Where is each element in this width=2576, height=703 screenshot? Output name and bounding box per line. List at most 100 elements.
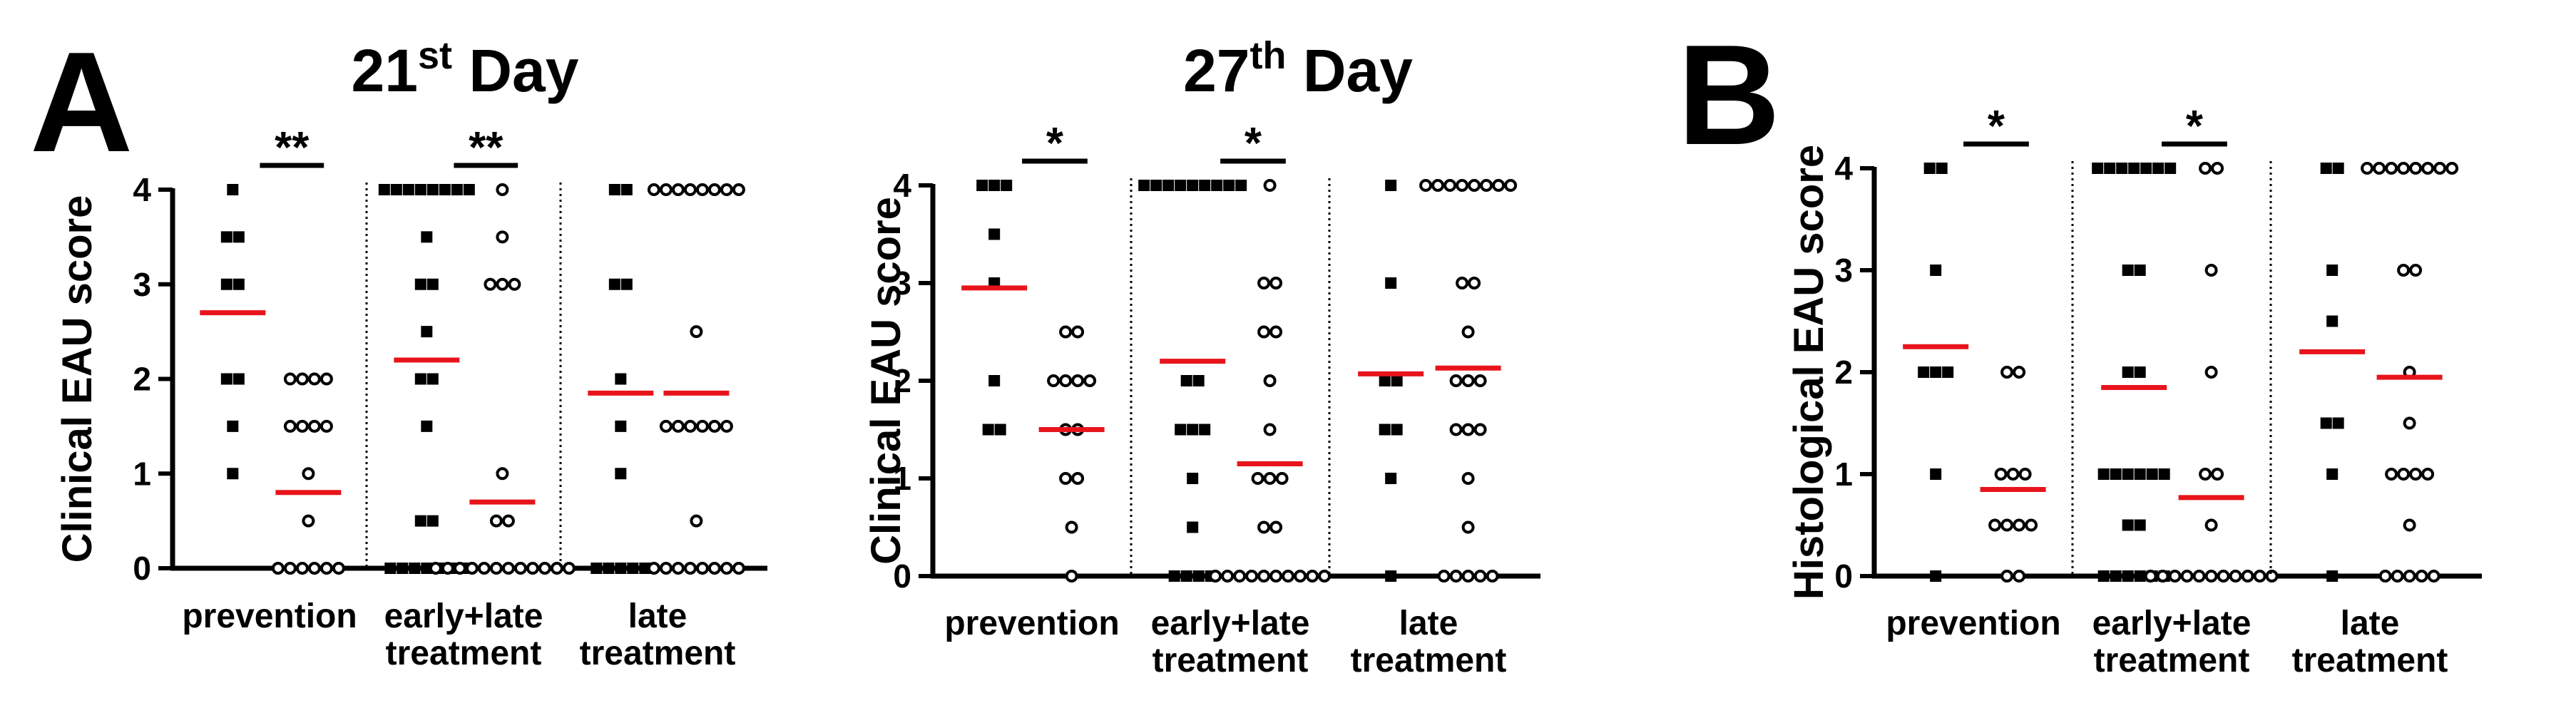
data-point-circle bbox=[1449, 570, 1463, 583]
group-label: early+late bbox=[1151, 605, 1310, 642]
data-point-circle bbox=[1282, 570, 1295, 583]
data-point-circle bbox=[1306, 570, 1319, 583]
data-point-circle bbox=[1071, 374, 1085, 387]
data-point-square bbox=[409, 563, 421, 574]
y-tick-label: 3 bbox=[133, 266, 151, 303]
data-point-square bbox=[1379, 424, 1391, 436]
data-point-square bbox=[2116, 163, 2128, 174]
data-point-square bbox=[2140, 163, 2152, 174]
data-point-circle bbox=[1431, 179, 1445, 192]
data-point-square bbox=[2134, 265, 2146, 276]
y-tick-label: 4 bbox=[1834, 150, 1853, 187]
data-point-square bbox=[220, 373, 232, 385]
data-point-circle bbox=[1473, 374, 1487, 387]
data-point-circle bbox=[2211, 468, 2224, 481]
data-point-circle bbox=[320, 562, 333, 575]
data-point-circle bbox=[2409, 264, 2423, 277]
y-tick-label: 2 bbox=[133, 361, 151, 398]
data-point-square bbox=[421, 420, 433, 432]
data-point-circle bbox=[2253, 570, 2266, 583]
data-point-circle bbox=[1486, 570, 1499, 583]
data-point-circle bbox=[2385, 468, 2398, 481]
data-point-circle bbox=[1456, 277, 1469, 289]
data-point-circle bbox=[2415, 570, 2428, 583]
data-point-circle bbox=[1269, 277, 1283, 289]
data-point-circle bbox=[1251, 472, 1264, 485]
y-tick-label: 1 bbox=[893, 460, 911, 497]
data-point-circle bbox=[429, 562, 442, 575]
data-point-square bbox=[2326, 570, 2339, 582]
data-point-circle bbox=[732, 562, 745, 575]
data-point-circle bbox=[1419, 179, 1433, 192]
data-point-square bbox=[426, 515, 439, 527]
data-point-circle bbox=[1257, 570, 1271, 583]
data-point-square bbox=[1385, 277, 1397, 289]
group-label: treatment bbox=[2292, 642, 2448, 679]
data-point-square bbox=[1192, 375, 1205, 386]
data-point-circle bbox=[720, 183, 733, 196]
data-point-square bbox=[426, 278, 439, 290]
data-point-square bbox=[1385, 180, 1397, 191]
data-point-circle bbox=[695, 183, 709, 196]
significance-label: * bbox=[1046, 119, 1064, 168]
data-point-square bbox=[1923, 163, 1936, 174]
data-point-circle bbox=[707, 562, 721, 575]
data-point-square bbox=[220, 278, 232, 290]
y-axis-label: Clinical EAU score bbox=[54, 195, 101, 563]
data-point-circle bbox=[283, 372, 297, 386]
data-point-circle bbox=[2445, 162, 2459, 175]
data-point-square bbox=[1175, 424, 1187, 436]
data-point-square bbox=[1942, 366, 1954, 378]
group-label: early+late bbox=[2092, 605, 2252, 642]
data-point-circle bbox=[683, 183, 697, 196]
data-point-circle bbox=[2156, 570, 2169, 583]
data-point-circle bbox=[2421, 162, 2435, 175]
data-point-square bbox=[2122, 570, 2134, 582]
data-point-square bbox=[1391, 375, 1403, 386]
data-point-circle bbox=[2403, 416, 2416, 430]
data-point-circle bbox=[2397, 264, 2411, 277]
data-point-circle bbox=[1263, 423, 1277, 436]
data-point-circle bbox=[683, 419, 697, 433]
data-point-square bbox=[227, 420, 239, 432]
data-point-square bbox=[1235, 180, 1247, 191]
data-point-circle bbox=[1437, 570, 1451, 583]
data-point-square bbox=[2146, 468, 2158, 480]
y-tick-label: 2 bbox=[1834, 354, 1853, 391]
data-point-square bbox=[1199, 180, 1211, 191]
data-point-square bbox=[414, 184, 426, 195]
data-point-circle bbox=[2409, 468, 2423, 481]
panel-letter-b: B bbox=[1677, 16, 1780, 175]
data-point-circle bbox=[2378, 570, 2392, 583]
data-point-circle bbox=[659, 562, 673, 575]
y-axis-label: Histological EAU score bbox=[1786, 145, 1832, 600]
data-point-square bbox=[232, 278, 245, 290]
data-point-circle bbox=[690, 325, 703, 339]
data-point-circle bbox=[2192, 570, 2206, 583]
y-tick-label: 4 bbox=[133, 171, 151, 208]
data-point-circle bbox=[320, 419, 333, 433]
data-point-circle bbox=[707, 419, 721, 433]
significance-label: * bbox=[1988, 102, 2005, 151]
data-point-circle bbox=[496, 277, 509, 291]
data-point-square bbox=[1187, 180, 1199, 191]
data-point-circle bbox=[690, 514, 703, 528]
data-point-circle bbox=[2403, 570, 2416, 583]
data-point-square bbox=[2164, 163, 2177, 174]
data-point-circle bbox=[2433, 162, 2447, 175]
data-point-circle bbox=[1269, 520, 1283, 534]
data-point-circle bbox=[2199, 162, 2212, 175]
data-point-circle bbox=[659, 419, 673, 433]
data-point-square bbox=[1192, 570, 1205, 582]
data-point-square bbox=[1930, 366, 1942, 378]
data-point-square bbox=[994, 424, 1006, 436]
data-point-square bbox=[232, 231, 245, 243]
data-point-circle bbox=[659, 183, 673, 196]
y-axis-label: Clinical EAU score bbox=[863, 197, 909, 565]
data-point-circle bbox=[1209, 570, 1222, 583]
data-point-square bbox=[615, 563, 627, 574]
data-point-circle bbox=[1473, 570, 1487, 583]
group-label: prevention bbox=[182, 597, 357, 635]
data-point-square bbox=[232, 373, 245, 385]
data-point-square bbox=[2332, 163, 2344, 174]
